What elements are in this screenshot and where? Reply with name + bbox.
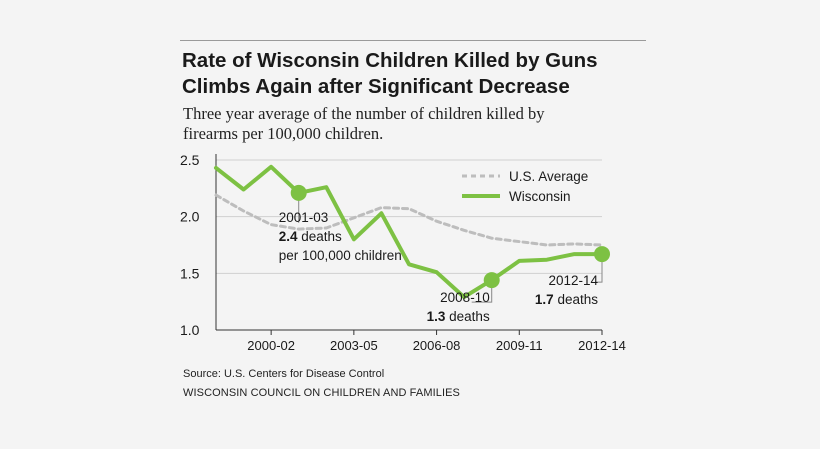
annotation-text: 2012-14: [548, 273, 598, 288]
y-tick-label: 2.0: [180, 209, 200, 225]
annotation-text: 2008-10: [440, 290, 490, 305]
organization-name: WISCONSIN COUNCIL ON CHILDREN AND FAMILI…: [183, 387, 460, 399]
legend-label: Wisconsin: [509, 189, 571, 204]
x-tick-label: 2009-11: [496, 338, 543, 353]
y-tick-label: 2.5: [180, 152, 200, 168]
annotation-text: per 100,000 children: [279, 248, 402, 263]
x-tick-label: 2006-08: [413, 338, 461, 353]
y-tick-label: 1.0: [180, 322, 200, 338]
x-tick-label: 2000-02: [247, 338, 295, 353]
y-tick-label: 1.5: [180, 265, 200, 281]
annotation-text: 1.7 deaths: [535, 292, 598, 307]
chart-title: Rate of Wisconsin Children Killed by Gun…: [182, 48, 642, 100]
highlight-point: [290, 184, 307, 201]
line-chart: 1.0 1.5 2.0 2.5 2000-02 2003-05 2006-08 2009-11…: [180, 152, 626, 353]
chart-subtitle-line-1: Three year average of the number of chil…: [183, 104, 545, 123]
chart-title-line-1: Rate of Wisconsin Children Killed by Gun…: [182, 49, 598, 72]
series-line-us-average: [214, 193, 604, 247]
chart-subtitle: Three year average of the number of chil…: [183, 104, 643, 144]
top-rule: [180, 40, 646, 41]
highlight-point: [594, 246, 610, 263]
annotation-leader: [595, 254, 603, 283]
annotation-value: 1.3: [427, 309, 446, 324]
annotation-text: 2001-03: [279, 210, 329, 225]
source-note: Source: U.S. Centers for Disease Control: [183, 368, 385, 380]
chart-subtitle-line-2: firearms per 100,000 children.: [183, 124, 384, 143]
chart-title-line-2: Climbs Again after Significant Decrease: [182, 75, 570, 98]
x-tick-label: 2003-05: [330, 338, 378, 353]
highlight-point: [483, 272, 500, 289]
annotation-value: 2.4: [279, 229, 298, 244]
legend-label: U.S. Average: [509, 169, 588, 184]
annotation-text: 2.4 deaths: [279, 229, 342, 244]
annotation-text: 1.3 deaths: [427, 309, 490, 324]
annotation-unit: deaths: [554, 292, 599, 307]
annotation-unit: deaths: [445, 309, 490, 324]
chart-card: Rate of Wisconsin Children Killed by Gun…: [180, 40, 646, 410]
x-tick-label: 2012-14: [578, 338, 626, 353]
series-line-wisconsin: [214, 164, 604, 300]
annotation-unit: deaths: [297, 229, 342, 244]
annotation-value: 1.7: [535, 292, 554, 307]
